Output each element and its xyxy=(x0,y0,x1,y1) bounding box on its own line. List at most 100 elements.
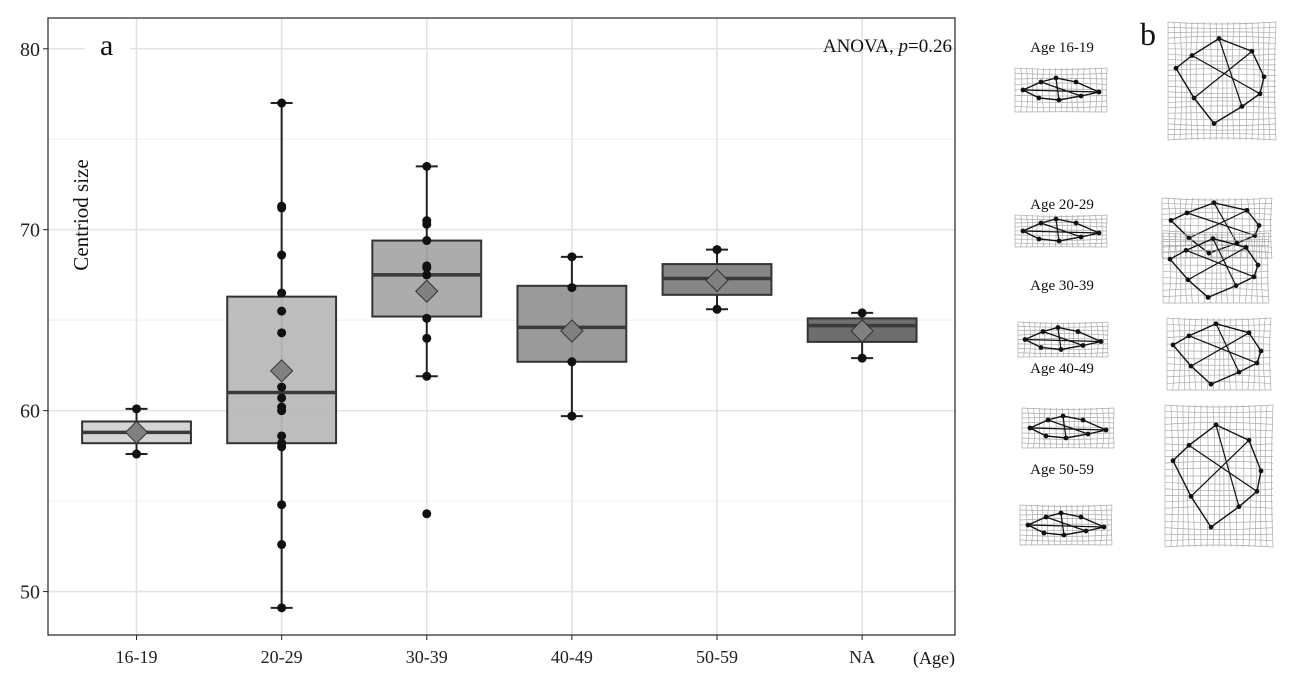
grid-line xyxy=(1260,232,1264,304)
mean-diamond xyxy=(124,420,149,445)
landmark-point xyxy=(1058,510,1064,516)
grid-line xyxy=(1071,67,1073,113)
landmark-point xyxy=(1256,223,1262,228)
landmark-configuration xyxy=(1170,422,1264,530)
landmark-point xyxy=(1038,220,1044,226)
grid-line xyxy=(1087,504,1090,546)
grid-line xyxy=(1162,256,1270,259)
grid-line xyxy=(1164,513,1274,516)
landmark-point xyxy=(1056,238,1062,244)
grid-line xyxy=(1167,35,1277,39)
data-point xyxy=(567,252,577,262)
landmark-link xyxy=(1212,238,1237,286)
grid-line xyxy=(1250,232,1253,304)
landmark-point xyxy=(1208,524,1214,530)
deformation-grid xyxy=(1014,214,1108,248)
grid-line xyxy=(1014,222,1108,224)
landmark-point xyxy=(1078,514,1084,520)
grid-line xyxy=(1164,411,1274,413)
mean-diamond xyxy=(850,319,874,343)
grid-line xyxy=(1267,232,1270,304)
mean-diamond xyxy=(415,279,439,303)
grid-line xyxy=(1167,123,1277,127)
landmark-point xyxy=(1233,283,1239,289)
grid-line xyxy=(1184,232,1187,304)
grid-line xyxy=(1019,518,1113,521)
landmark-configuration xyxy=(1170,321,1264,387)
grid-line xyxy=(1161,203,1273,205)
x-tick-label: 30-39 xyxy=(406,647,448,667)
landmark-point xyxy=(1246,437,1252,443)
grid-line xyxy=(1014,214,1108,217)
grid-line xyxy=(1226,197,1230,259)
landmark-point xyxy=(1036,236,1042,242)
deformation-grid xyxy=(1164,404,1274,548)
landmark-configuration xyxy=(1020,216,1102,244)
grid-line xyxy=(1164,416,1274,419)
grid-line xyxy=(1094,504,1096,546)
landmark-configuration xyxy=(1167,236,1261,300)
landmark-point xyxy=(1210,236,1216,242)
deformation-grid xyxy=(1167,21,1277,141)
grid-line xyxy=(1073,407,1075,449)
panel-a-label: a xyxy=(100,29,113,62)
data-point xyxy=(277,328,287,338)
grid-line xyxy=(1082,214,1085,248)
panel-label-bg xyxy=(85,30,130,64)
landmark-point xyxy=(1213,422,1219,428)
grid-line xyxy=(1066,67,1068,113)
grid-line xyxy=(1166,363,1272,366)
grid-line xyxy=(1166,342,1272,345)
grid-line xyxy=(1164,488,1274,492)
landmark-point xyxy=(1055,325,1061,330)
grid-line xyxy=(1054,67,1057,113)
grid-line xyxy=(1082,67,1085,113)
grid-line xyxy=(1014,100,1108,103)
landmark-point xyxy=(1101,524,1107,530)
data-point xyxy=(857,353,867,363)
data-point xyxy=(277,431,287,441)
data-point xyxy=(277,203,287,213)
panel-b-label: b xyxy=(1140,16,1156,52)
landmark-point xyxy=(1206,250,1212,256)
data-point xyxy=(277,442,287,452)
grid-line xyxy=(1017,352,1109,355)
landmark-point xyxy=(1208,381,1214,387)
landmark-point xyxy=(1045,417,1051,423)
grid-line xyxy=(1095,214,1098,248)
grid-line xyxy=(1161,197,1273,201)
landmark-link xyxy=(1215,323,1240,373)
grid-line xyxy=(1021,412,1115,415)
grid-line xyxy=(1167,48,1277,50)
grid-line xyxy=(1167,41,1277,44)
landmark-point xyxy=(1170,342,1176,348)
anova-p-symbol: p xyxy=(897,36,909,57)
data-point xyxy=(712,304,722,314)
landmark-point xyxy=(1025,522,1031,528)
grid-line xyxy=(1164,544,1274,548)
data-point xyxy=(712,245,722,255)
landmark-link xyxy=(1027,524,1105,528)
landmark-point xyxy=(1041,530,1047,536)
grid-line xyxy=(1167,118,1277,121)
landmark-link xyxy=(1055,77,1060,101)
grid-line xyxy=(1071,504,1073,546)
landmark-point xyxy=(1043,514,1049,520)
landmark-point xyxy=(1254,488,1260,494)
grid-line xyxy=(1017,326,1109,328)
grid-line xyxy=(1258,197,1261,259)
landmark-link xyxy=(1186,212,1256,237)
landmark-link xyxy=(1218,38,1243,107)
landmark-link xyxy=(1029,427,1107,431)
landmark-link xyxy=(1040,81,1082,97)
landmark-point xyxy=(1167,256,1173,262)
grid-line xyxy=(1239,232,1241,304)
data-point xyxy=(567,283,577,293)
landmark-link xyxy=(1190,332,1250,367)
grid-line xyxy=(1174,232,1177,304)
landmark-point xyxy=(1184,210,1190,216)
landmark-point xyxy=(1053,75,1059,81)
landmark-point xyxy=(1075,329,1081,334)
grid-line xyxy=(1162,294,1270,297)
grid-line xyxy=(1223,317,1226,391)
